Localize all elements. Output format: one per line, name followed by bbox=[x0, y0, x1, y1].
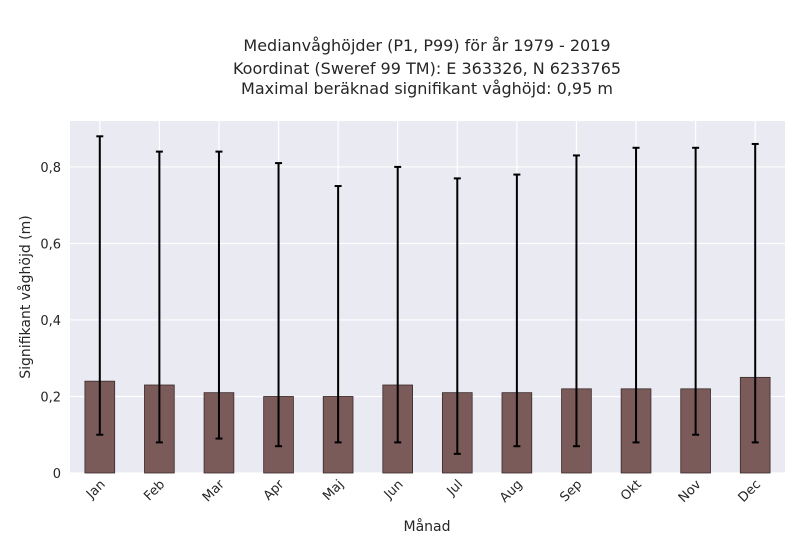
x-tick-label: Dec bbox=[736, 477, 764, 505]
x-tick-label: Jan bbox=[83, 477, 108, 502]
error-bar-apr bbox=[275, 162, 283, 448]
plot-area bbox=[70, 121, 785, 473]
x-axis-ticks: Jan Feb Mar Apr Maj Jun Jul Aug Sep Okt Nov Dec bbox=[83, 477, 764, 506]
error-bar-mar bbox=[215, 150, 223, 440]
chart-title-line-3: Maximal beräknad signifikant våghöjd: 0,… bbox=[241, 79, 613, 98]
y-tick-label: 0,6 bbox=[40, 237, 61, 252]
y-axis-label: Signifikant våghöjd (m) bbox=[17, 215, 34, 378]
error-bar-feb bbox=[155, 150, 163, 444]
error-bars bbox=[96, 135, 759, 455]
error-bar-sep bbox=[572, 154, 580, 448]
x-tick-label: Jul bbox=[444, 477, 466, 499]
y-tick-label: 0,2 bbox=[40, 390, 61, 405]
x-tick-label: Feb bbox=[141, 477, 168, 504]
x-tick-label: Mar bbox=[200, 477, 228, 505]
y-tick-label: 0 bbox=[53, 467, 61, 482]
x-tick-label: Okt bbox=[618, 477, 645, 504]
error-bar-jan bbox=[96, 135, 104, 436]
chart-title-line-2: Koordinat (Sweref 99 TM): E 363326, N 62… bbox=[233, 59, 621, 78]
x-tick-label: Maj bbox=[320, 477, 347, 504]
y-tick-label: 0,8 bbox=[40, 161, 61, 176]
x-tick-label: Nov bbox=[676, 477, 705, 506]
error-bar-nov bbox=[692, 146, 700, 436]
x-axis-label: Månad bbox=[404, 518, 451, 535]
error-bar-dec bbox=[751, 142, 759, 444]
x-tick-label: Aug bbox=[497, 477, 526, 506]
error-bar-jun bbox=[394, 165, 402, 444]
error-bar-jul bbox=[453, 177, 461, 455]
error-bar-maj bbox=[334, 185, 342, 444]
x-tick-label: Apr bbox=[261, 477, 288, 504]
error-bar-okt bbox=[632, 146, 640, 444]
error-bar-aug bbox=[513, 173, 521, 448]
chart-title-line-1: Medianvåghöjder (P1, P99) för år 1979 - … bbox=[243, 36, 610, 55]
x-tick-label: Sep bbox=[557, 477, 585, 505]
y-tick-label: 0,4 bbox=[40, 314, 61, 329]
x-tick-label: Jun bbox=[381, 477, 407, 503]
y-axis-ticks: 0 0,2 0,4 0,6 0,8 bbox=[40, 161, 61, 482]
